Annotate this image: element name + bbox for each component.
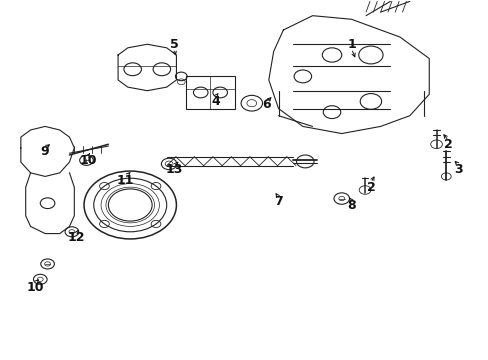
Text: 5: 5 xyxy=(169,38,178,51)
Text: 12: 12 xyxy=(68,231,85,244)
Text: 11: 11 xyxy=(116,174,134,186)
Text: 6: 6 xyxy=(262,99,270,112)
Text: 2: 2 xyxy=(444,138,452,151)
Text: 3: 3 xyxy=(453,163,462,176)
Text: 1: 1 xyxy=(346,38,355,51)
Text: 10: 10 xyxy=(79,154,97,167)
Text: 9: 9 xyxy=(41,145,49,158)
Text: 13: 13 xyxy=(165,163,183,176)
Text: 4: 4 xyxy=(210,95,219,108)
Text: 2: 2 xyxy=(366,181,374,194)
Text: 7: 7 xyxy=(274,195,283,208)
Text: 8: 8 xyxy=(346,198,355,212)
Text: 10: 10 xyxy=(27,281,44,294)
